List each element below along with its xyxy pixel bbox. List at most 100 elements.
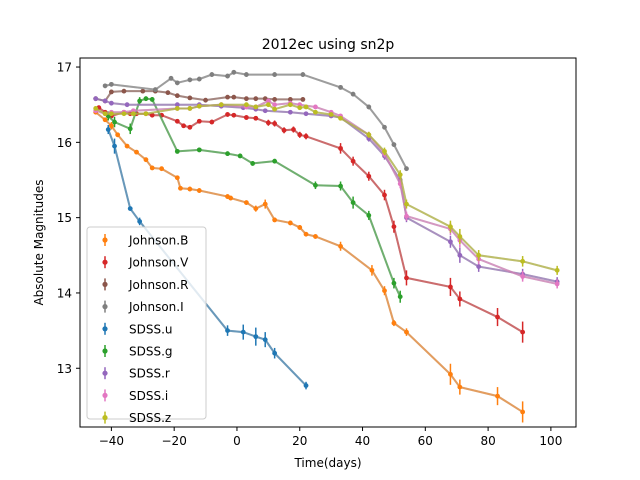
data-point <box>102 83 108 89</box>
data-point <box>93 106 99 111</box>
data-point <box>297 132 303 138</box>
y-axis: 13 14 15 16 17 <box>57 61 80 376</box>
data-point <box>228 195 234 201</box>
x-tick-label: −40 <box>99 434 124 448</box>
data-point <box>143 96 149 102</box>
data-point <box>102 98 108 104</box>
data-point <box>262 337 268 343</box>
data-point <box>303 104 309 110</box>
data-point <box>281 127 287 133</box>
data-point <box>225 112 230 117</box>
data-point <box>115 132 121 138</box>
data-point <box>366 173 372 179</box>
legend-marker <box>102 415 108 421</box>
y-tick-label: 13 <box>57 362 72 376</box>
data-point <box>108 81 114 87</box>
data-point <box>137 98 143 104</box>
series-johnson-b <box>93 109 526 423</box>
data-point <box>231 69 237 75</box>
data-point <box>250 161 256 166</box>
data-point <box>495 393 500 399</box>
data-point <box>203 97 208 103</box>
data-point <box>231 94 237 100</box>
series-johnson-i <box>102 69 409 172</box>
data-point <box>243 115 249 120</box>
plot-frame <box>79 57 577 428</box>
data-point <box>127 206 133 212</box>
y-tick-label: 15 <box>57 211 72 225</box>
data-point <box>338 145 343 151</box>
chart-title: 2012ec using sn2p <box>262 37 395 53</box>
data-point <box>124 143 130 149</box>
data-point <box>108 111 114 117</box>
data-point <box>520 409 526 415</box>
data-point <box>121 111 127 117</box>
data-point <box>253 104 259 110</box>
data-point <box>149 112 155 118</box>
data-point <box>253 334 259 340</box>
data-point <box>457 296 463 302</box>
data-point <box>272 121 278 126</box>
legend-entry-sdss-i: SDSS.i <box>102 389 168 403</box>
data-point <box>476 252 482 258</box>
series-johnson-r <box>93 88 306 104</box>
x-axis: −40 −20 0 20 40 60 80 100 <box>99 427 562 448</box>
data-point <box>265 98 271 104</box>
data-point <box>366 104 372 110</box>
legend-entry-johnson-r: Johnson.R <box>102 278 188 292</box>
legend-label: SDSS.u <box>129 322 173 336</box>
data-point <box>404 213 409 219</box>
data-point <box>218 102 224 108</box>
legend-entry-johnson-i: Johnson.I <box>102 300 184 314</box>
data-point <box>404 166 409 172</box>
data-point <box>240 329 246 335</box>
legend-label: SDSS.g <box>129 345 173 359</box>
data-point <box>174 80 180 86</box>
data-point <box>366 132 372 138</box>
legend-label: SDSS.z <box>129 411 171 425</box>
x-axis-label: Time(days) <box>293 456 361 470</box>
plot-area <box>93 69 560 423</box>
x-tick-label: −20 <box>162 434 187 448</box>
data-point <box>237 153 243 159</box>
data-point <box>105 127 111 132</box>
x-tick-label: 60 <box>418 434 433 448</box>
data-point <box>291 127 296 132</box>
data-point <box>174 118 180 124</box>
data-point <box>243 102 249 108</box>
legend-entry-sdss-g: SDSS.g <box>102 345 173 359</box>
data-point <box>112 119 117 125</box>
data-point <box>303 383 309 388</box>
data-point <box>108 89 114 95</box>
data-point <box>174 102 180 108</box>
data-point <box>262 201 268 207</box>
data-point <box>265 120 271 126</box>
data-point <box>196 118 202 124</box>
data-point <box>350 158 356 164</box>
data-point <box>196 76 202 82</box>
data-point <box>174 175 180 181</box>
y-axis-label: Absolute Magnitudes <box>32 179 46 305</box>
data-point <box>338 84 343 90</box>
data-point <box>187 124 193 130</box>
legend: Johnson.B Johnson.V Johnson.R Johnson.I SDSS… <box>86 226 207 425</box>
data-point <box>391 280 397 286</box>
data-point <box>313 109 318 115</box>
data-point <box>297 225 303 230</box>
data-point <box>209 72 215 77</box>
data-point <box>448 239 453 245</box>
legend-label: SDSS.i <box>129 389 168 403</box>
data-point <box>495 314 500 320</box>
data-point <box>178 185 183 191</box>
data-point <box>130 111 136 117</box>
data-point <box>187 77 193 83</box>
data-point <box>520 329 526 335</box>
data-point <box>313 104 318 110</box>
x-tick-label: 100 <box>539 434 562 448</box>
legend-label: Johnson.B <box>128 234 188 248</box>
legend-marker <box>102 304 108 310</box>
data-point <box>391 320 397 326</box>
data-point <box>404 201 409 207</box>
data-point <box>328 112 334 117</box>
data-point <box>121 88 127 94</box>
